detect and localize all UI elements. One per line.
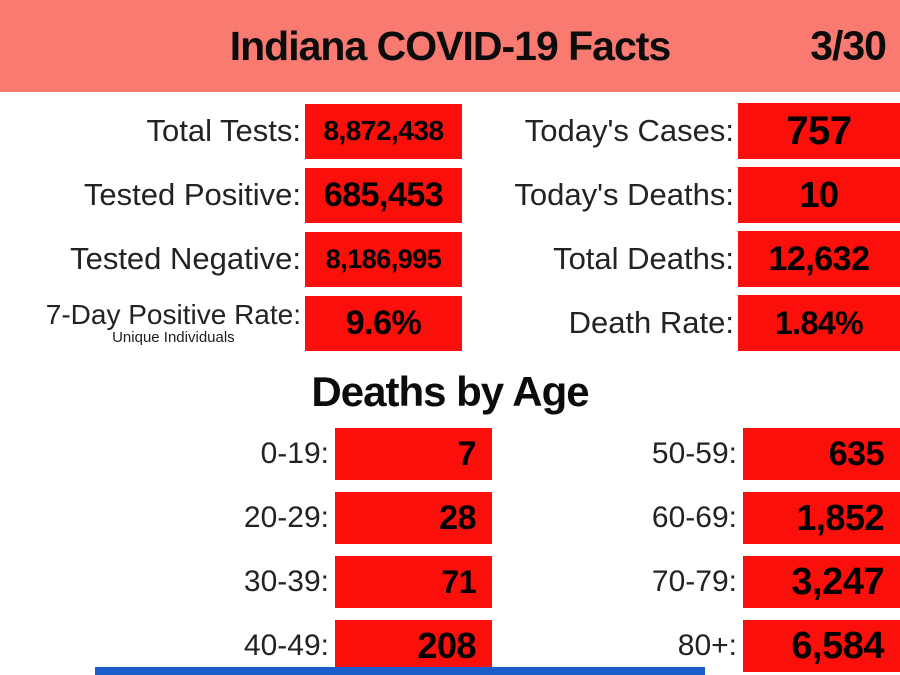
age-value-box: 28: [335, 492, 492, 544]
stat-label: Death Rate:: [568, 304, 734, 340]
age-value-box: 208: [335, 620, 492, 672]
age-value: 6,584: [791, 624, 884, 667]
bottom-accent-bar: [95, 667, 705, 675]
stats-column-right: Today's Cases: 757 Today's Deaths: 10 To…: [462, 103, 900, 351]
stat-row-death-rate: Death Rate: 1.84%: [462, 295, 900, 351]
age-column-left: 0-19: 7 20-29: 28 30-39: 71 40-49: 208: [0, 428, 492, 672]
stat-label: Tested Negative:: [70, 240, 301, 276]
stat-value: 8,872,438: [323, 115, 444, 146]
stat-row-todays-cases: Today's Cases: 757: [462, 103, 900, 159]
age-value-box: 3,247: [743, 556, 900, 608]
age-value: 1,852: [796, 497, 884, 538]
stat-value: 757: [786, 108, 852, 153]
stat-label: Tested Positive:: [83, 176, 301, 212]
age-value: 635: [828, 434, 885, 473]
age-value: 71: [441, 563, 476, 600]
stat-value: 1.84%: [774, 304, 864, 341]
age-label: 70-79:: [651, 565, 737, 598]
stat-row-total-deaths: Total Deaths: 12,632: [462, 231, 900, 287]
age-value-box: 635: [743, 428, 900, 480]
stat-value: 685,453: [323, 175, 444, 214]
age-label: 50-59:: [651, 437, 737, 470]
age-row-70-79: 70-79: 3,247: [492, 556, 900, 608]
stat-value-box: 685,453: [305, 167, 462, 223]
age-row-0-19: 0-19: 7: [0, 428, 492, 480]
age-value: 3,247: [791, 560, 884, 603]
stats-column-left: Total Tests: 8,872,438 Tested Positive: …: [0, 103, 462, 351]
summary-stats: Total Tests: 8,872,438 Tested Positive: …: [0, 92, 900, 351]
stat-row-positive-rate: 7-Day Positive Rate: Unique Individuals …: [0, 295, 462, 351]
age-value-box: 71: [335, 556, 492, 608]
stat-row-tested-positive: Tested Positive: 685,453: [0, 167, 462, 223]
age-value-box: 6,584: [743, 620, 900, 672]
age-column-right: 50-59: 635 60-69: 1,852 70-79: 3,247 80+…: [492, 428, 900, 672]
age-row-50-59: 50-59: 635: [492, 428, 900, 480]
date-label: 3/30: [810, 22, 887, 69]
header-banner: Indiana COVID-19 Facts 3/30: [0, 0, 900, 92]
age-label: 30-39:: [243, 565, 329, 598]
age-value-box: 7: [335, 428, 492, 480]
stat-sublabel: Unique Individuals: [112, 329, 235, 347]
age-value: 208: [417, 625, 476, 666]
stat-label: Total Tests:: [146, 112, 301, 148]
stat-value-box: 757: [738, 103, 900, 159]
stat-label: Total Deaths:: [553, 240, 734, 276]
age-row-80-plus: 80+: 6,584: [492, 620, 900, 672]
age-label: 20-29:: [243, 501, 329, 534]
age-label: 0-19:: [260, 437, 329, 470]
age-row-20-29: 20-29: 28: [0, 492, 492, 544]
stat-value-box: 1.84%: [738, 295, 900, 351]
age-label: 40-49:: [243, 629, 329, 662]
stat-value-box: 8,872,438: [305, 103, 462, 159]
age-value: 28: [439, 498, 476, 537]
stat-row-tested-negative: Tested Negative: 8,186,995: [0, 231, 462, 287]
stat-value: 9.6%: [345, 303, 422, 342]
stat-label: Today's Cases:: [524, 112, 734, 148]
stat-row-todays-deaths: Today's Deaths: 10: [462, 167, 900, 223]
stat-value: 12,632: [768, 239, 871, 278]
stat-label-main: 7-Day Positive Rate:: [45, 298, 301, 330]
age-label: 60-69:: [651, 501, 737, 534]
stat-value-box: 10: [738, 167, 900, 223]
stat-value: 8,186,995: [325, 243, 442, 274]
page-title: Indiana COVID-19 Facts: [229, 22, 672, 69]
age-row-30-39: 30-39: 71: [0, 556, 492, 608]
stat-value: 10: [799, 174, 839, 215]
age-value-box: 1,852: [743, 492, 900, 544]
stat-label: Today's Deaths:: [514, 176, 734, 212]
stat-row-total-tests: Total Tests: 8,872,438: [0, 103, 462, 159]
age-row-60-69: 60-69: 1,852: [492, 492, 900, 544]
age-row-40-49: 40-49: 208: [0, 620, 492, 672]
stat-value-box: 8,186,995: [305, 231, 462, 287]
age-value: 7: [457, 434, 477, 473]
deaths-by-age-title: Deaths by Age: [311, 368, 589, 415]
stat-label: 7-Day Positive Rate: Unique Individuals: [46, 300, 301, 346]
stat-value-box: 12,632: [738, 231, 900, 287]
age-label: 80+:: [677, 629, 737, 662]
stat-value-box: 9.6%: [305, 295, 462, 351]
deaths-by-age-grid: 0-19: 7 20-29: 28 30-39: 71 40-49: 208 5…: [0, 428, 900, 672]
